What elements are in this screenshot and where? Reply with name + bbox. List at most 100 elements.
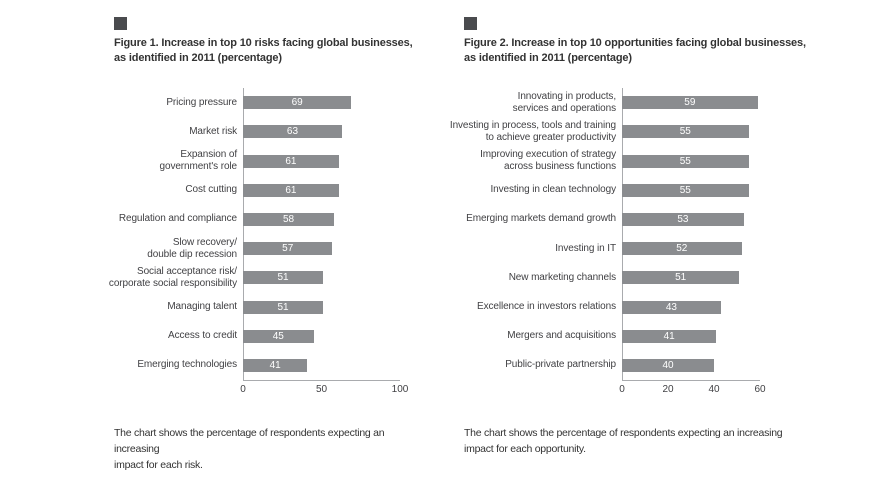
- bar-label: Innovating in products, services and ope…: [512, 90, 616, 114]
- bar: 55: [622, 154, 749, 168]
- chart-row: Managing talent 51: [87, 292, 400, 321]
- figure-2-x-axis-line: [622, 380, 760, 381]
- bar-value-label: 57: [282, 243, 294, 255]
- bar-label: Slow recovery/ double dip recession: [147, 236, 237, 260]
- risks-bar-chart: Pricing pressure 69 Market risk 63 Expansion…: [87, 88, 408, 395]
- bar-label: Market risk: [189, 125, 237, 137]
- bar-track: 57: [243, 242, 400, 256]
- bar-track: 51: [243, 300, 400, 314]
- bar-value-label: 55: [679, 155, 691, 167]
- bar-label: Access to credit: [168, 330, 237, 342]
- bar-track: 55: [622, 154, 760, 168]
- bar-track: 58: [243, 212, 400, 226]
- bar-track: 59: [622, 96, 760, 110]
- bar-label: Social acceptance risk/ corporate social…: [108, 265, 237, 289]
- bar: 51: [243, 271, 324, 285]
- bar-value-label: 61: [285, 155, 297, 167]
- bar-label: Excellence in investors relations: [477, 301, 616, 313]
- bar: 43: [622, 300, 721, 314]
- bar-value-label: 52: [676, 243, 688, 255]
- bar: 63: [243, 125, 342, 139]
- bar-track: 55: [622, 183, 760, 197]
- figure-1-y-axis-line: [243, 88, 244, 380]
- bar: 41: [243, 358, 308, 372]
- chart-row: Access to credit 45: [87, 322, 400, 351]
- bar-value-label: 41: [269, 359, 281, 371]
- bar: 51: [622, 271, 740, 285]
- bar-label: Improving execution of strategy across b…: [480, 149, 616, 172]
- bar: 57: [243, 242, 333, 256]
- x-axis-tick-label: 100: [391, 384, 409, 395]
- bar-label: Investing in clean technology: [490, 184, 616, 196]
- bar: 59: [622, 96, 758, 110]
- bar-value-label: 43: [665, 301, 677, 313]
- x-axis-ticks: 0 20 40 60: [619, 380, 765, 400]
- bar-label: Cost cutting: [185, 184, 237, 196]
- x-axis-tick-label: 60: [754, 384, 766, 395]
- figure-1-x-axis-line: [243, 380, 400, 381]
- bar-label: Emerging technologies: [137, 359, 237, 371]
- bar: 52: [622, 242, 742, 256]
- bar-track: 69: [243, 96, 400, 110]
- bar-track: 61: [243, 154, 400, 168]
- chart-row: Expansion of government's role 61: [87, 146, 400, 175]
- bar-label: Public-private partnership: [505, 359, 616, 371]
- chart-rows: Pricing pressure 69 Market risk 63 Expansion…: [87, 88, 400, 380]
- chart-row: Investing in IT 52: [416, 234, 760, 263]
- bar-value-label: 61: [285, 184, 297, 196]
- figure-1-title: Figure 1. Increase in top 10 risks facin…: [114, 37, 413, 65]
- bar-value-label: 45: [272, 330, 284, 342]
- x-axis-tick-label: 0: [240, 384, 246, 395]
- bar-track: 41: [243, 358, 400, 372]
- bar-track: 40: [622, 358, 760, 372]
- bar-label: Pricing pressure: [166, 96, 237, 108]
- chart-row: New marketing channels 51: [416, 263, 760, 292]
- bar-value-label: 53: [677, 213, 689, 225]
- bar: 55: [622, 125, 749, 139]
- chart-row: Social acceptance risk/ corporate social…: [87, 263, 400, 292]
- bar-value-label: 55: [679, 126, 691, 138]
- bar-track: 63: [243, 125, 400, 139]
- bar: 45: [243, 329, 314, 343]
- bar-value-label: 69: [291, 97, 303, 109]
- bar-label: Investing in process, tools and training…: [449, 119, 616, 143]
- figure-2-y-axis-line: [622, 88, 623, 380]
- chart-row: Emerging technologies 41: [87, 351, 400, 380]
- bar: 58: [243, 212, 335, 226]
- chart-row: Emerging markets demand growth 53: [416, 205, 760, 234]
- bar-label: Mergers and acquisitions: [507, 330, 616, 342]
- figure-2-title: Figure 2. Increase in top 10 opportuniti…: [464, 37, 806, 65]
- chart-row: Excellence in investors relations 43: [416, 292, 760, 321]
- bar-track: 61: [243, 183, 400, 197]
- figure-1-risks-section: Figure 1. Increase in top 10 risks facin…: [87, 0, 427, 482]
- x-axis-ticks: 0 50 100: [240, 380, 408, 400]
- bar-value-label: 63: [286, 126, 299, 138]
- bar-track: 55: [622, 125, 760, 139]
- bar-value-label: 41: [663, 330, 675, 342]
- bar-label: Emerging markets demand growth: [466, 213, 616, 225]
- chart-rows: Innovating in products, services and ope…: [416, 88, 760, 380]
- figure-2-bullet-square-icon: [464, 17, 477, 30]
- bar-value-label: 51: [277, 301, 289, 313]
- figure-2-caption: The chart shows the percentage of respon…: [464, 427, 783, 455]
- bar: 61: [243, 154, 339, 168]
- chart-row: Investing in clean technology 55: [416, 176, 760, 205]
- opportunities-bar-chart: Innovating in products, services and ope…: [416, 88, 766, 395]
- figure-2-opportunities-section: Figure 2. Increase in top 10 opportuniti…: [450, 0, 850, 482]
- bar-track: 52: [622, 242, 760, 256]
- chart-row: Public-private partnership 40: [416, 351, 760, 380]
- bar-track: 41: [622, 329, 760, 343]
- bar-label: Managing talent: [167, 301, 237, 313]
- chart-row: Innovating in products, services and ope…: [416, 88, 760, 117]
- bar-track: 45: [243, 329, 400, 343]
- bar-label: New marketing channels: [508, 271, 616, 283]
- bar: 51: [243, 300, 324, 314]
- bar-value-label: 51: [675, 272, 687, 284]
- bar: 41: [622, 329, 717, 343]
- bar-track: 51: [622, 271, 760, 285]
- bar-label: Expansion of government's role: [159, 149, 238, 172]
- x-axis-tick-label: 50: [315, 384, 328, 395]
- bar-track: 43: [622, 300, 760, 314]
- chart-row: Mergers and acquisitions 41: [416, 322, 760, 351]
- chart-row: Market risk 63: [87, 117, 400, 146]
